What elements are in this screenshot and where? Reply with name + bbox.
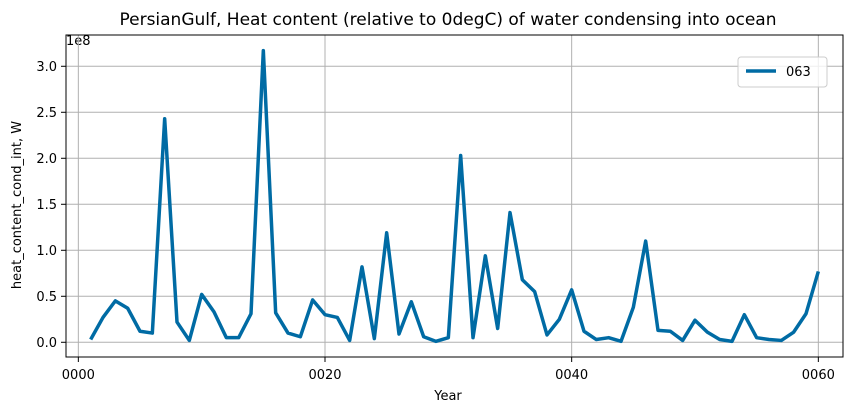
y-tick-label: 0.5 — [36, 290, 57, 305]
y-axis-label: heat_content_cond_int, W — [10, 121, 25, 289]
x-tick-label: 0000 — [62, 368, 95, 383]
x-tick-label: 0060 — [802, 368, 835, 383]
grid — [66, 35, 843, 357]
y-tick-label: 2.5 — [36, 106, 57, 121]
x-tick-label: 0020 — [308, 368, 341, 383]
x-tick-label: 0040 — [555, 368, 588, 383]
series-layer — [89, 48, 821, 344]
y-tick-label: 1.5 — [36, 198, 57, 213]
chart-title: PersianGulf, Heat content (relative to 0… — [119, 10, 776, 30]
series-line-063 — [89, 48, 821, 344]
plot-frame — [65, 34, 844, 358]
legend-box — [737, 56, 828, 88]
x-axis: 0000 0020 0040 0060 — [62, 357, 835, 383]
x-axis-label: Year — [433, 389, 462, 404]
y-tick-label: 2.0 — [36, 152, 57, 167]
legend: 063 — [737, 56, 828, 88]
y-axis: 0.0 0.5 1.0 1.5 2.0 2.5 3.0 — [36, 60, 66, 351]
y-tick-label: 1.0 — [36, 244, 57, 259]
legend-label: 063 — [786, 65, 811, 80]
y-tick-label: 3.0 — [36, 60, 57, 75]
plot-border — [65, 34, 844, 358]
y-tick-label: 0.0 — [36, 336, 57, 351]
